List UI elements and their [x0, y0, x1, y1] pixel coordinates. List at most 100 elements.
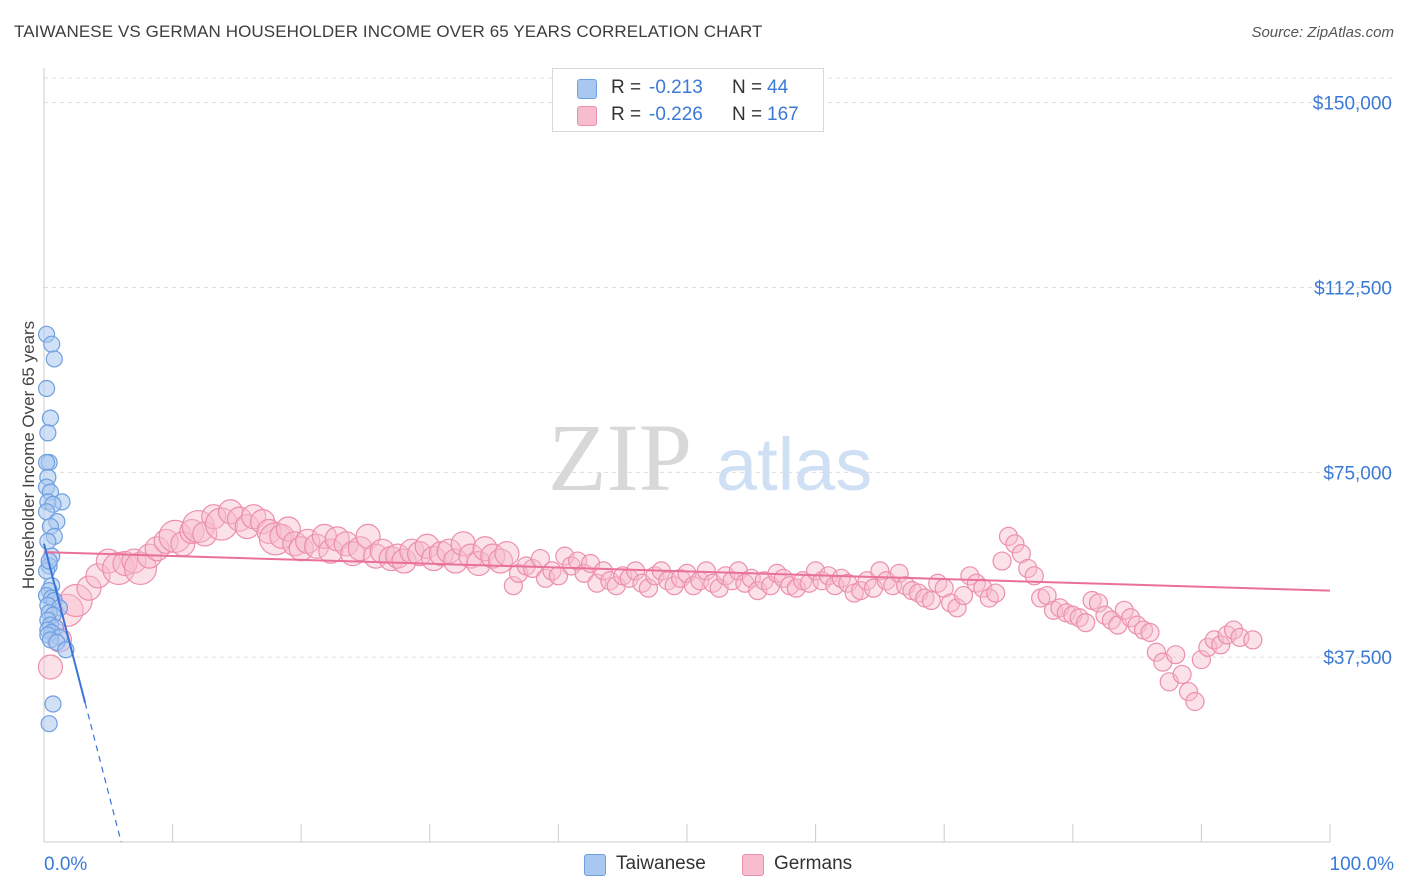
germans-point — [1223, 620, 1244, 640]
germans-point — [85, 563, 111, 589]
y-tick-label: $150,000 — [1313, 94, 1392, 115]
taiwanese-trend-line — [43, 543, 87, 704]
germans-point — [458, 543, 484, 569]
germans-point — [1114, 600, 1134, 620]
watermark-atlas: atlas — [716, 423, 872, 506]
germans-point — [1243, 630, 1263, 650]
germans-point — [638, 578, 659, 598]
germans-point — [1024, 566, 1044, 586]
germans-point — [1069, 608, 1089, 628]
taiwanese-point — [44, 695, 62, 713]
germans-point — [953, 585, 974, 606]
n-label: N = — [732, 104, 763, 125]
germans-point — [683, 576, 704, 596]
germans-point — [503, 576, 523, 596]
germans-point — [992, 551, 1012, 571]
germans-point — [256, 518, 282, 545]
germans-point — [1178, 682, 1199, 702]
taiwanese-point — [37, 379, 56, 398]
germans-point — [870, 561, 890, 581]
germans-point — [786, 578, 806, 598]
r-value: -0.226 — [649, 104, 703, 125]
taiwanese-swatch — [584, 854, 606, 876]
germans-point — [450, 531, 476, 557]
germans-point — [1101, 610, 1121, 630]
germans-point — [748, 581, 768, 601]
germans-point — [966, 573, 986, 593]
germans-point — [472, 536, 498, 562]
germans-swatch — [742, 854, 764, 876]
chart-title: TAIWANESE VS GERMAN HOUSEHOLDER INCOME O… — [14, 22, 763, 41]
taiwanese-point — [39, 532, 57, 550]
n-label: N = — [732, 77, 763, 98]
germans-point — [76, 575, 102, 601]
germans-points — [37, 499, 1263, 712]
germans-point — [508, 563, 529, 583]
watermark: ZIP atlas — [548, 404, 872, 511]
taiwanese-point — [45, 350, 63, 368]
germans-point — [998, 526, 1019, 547]
germans-point — [600, 571, 620, 591]
germans-point — [1204, 630, 1224, 650]
germans-point — [153, 528, 179, 554]
germans-point — [1146, 642, 1166, 662]
germans-point — [318, 538, 344, 564]
germans-point — [414, 533, 440, 559]
germans-point — [340, 541, 366, 567]
germans-point — [442, 548, 469, 574]
n-value: 167 — [767, 104, 799, 125]
germans-point — [979, 588, 999, 608]
n-value: 44 — [767, 77, 789, 98]
source-label: Source: ZipAtlas.com — [1251, 24, 1394, 41]
germans-point — [201, 504, 227, 530]
taiwanese-point — [37, 453, 56, 472]
germans-point — [831, 568, 851, 588]
germans-point — [37, 654, 64, 680]
taiwanese-point — [43, 335, 61, 353]
germans-point — [1140, 622, 1160, 643]
germans-point — [715, 566, 736, 586]
germans-point — [123, 551, 158, 586]
taiwanese-point — [39, 424, 57, 442]
germans-point — [523, 558, 543, 579]
germans-point — [1088, 593, 1109, 613]
germans-point — [947, 598, 967, 618]
germans-point — [204, 507, 239, 541]
r-label: R = — [611, 77, 642, 98]
y-tick-label: $37,500 — [1323, 648, 1392, 669]
r-label: R = — [611, 104, 642, 125]
germans-point — [1172, 664, 1192, 685]
germans-swatch — [577, 106, 597, 126]
r-value: -0.213 — [649, 77, 703, 98]
y-tick-label: $75,000 — [1323, 463, 1392, 484]
germans-point — [593, 561, 614, 581]
germans-point — [1191, 650, 1212, 670]
legend-taiwanese-label: Taiwanese — [616, 853, 706, 874]
germans-point — [555, 546, 575, 566]
germans-point — [406, 541, 433, 567]
germans-point — [1211, 635, 1231, 655]
germans-point — [921, 590, 941, 611]
taiwanese-point — [40, 715, 58, 733]
germans-point — [1121, 608, 1141, 628]
germans-point — [1018, 558, 1038, 579]
x-tick-label: 0.0% — [44, 854, 87, 875]
germans-point — [466, 550, 492, 577]
germans-trend-line — [43, 551, 1331, 592]
y-tick-label: $112,500 — [1314, 278, 1392, 299]
germans-point — [275, 516, 301, 542]
germans-point — [1185, 691, 1205, 712]
germans-point — [1095, 605, 1115, 625]
trend-lines — [43, 543, 1331, 843]
germans-point — [986, 583, 1006, 603]
tick-labels: $37,500 $75,000 $112,500 $150,000 0.0% 100.0% — [44, 94, 1394, 875]
x-tick-label: 100.0% — [1330, 854, 1395, 875]
y-axis-label: Householder Income Over 65 years — [19, 321, 38, 589]
watermark-zip: ZIP — [548, 404, 692, 511]
germans-point — [973, 578, 993, 598]
germans-point — [1005, 534, 1025, 554]
germans-point — [1166, 645, 1186, 665]
taiwanese-trend-extension — [84, 702, 122, 843]
germans-point — [664, 576, 684, 596]
